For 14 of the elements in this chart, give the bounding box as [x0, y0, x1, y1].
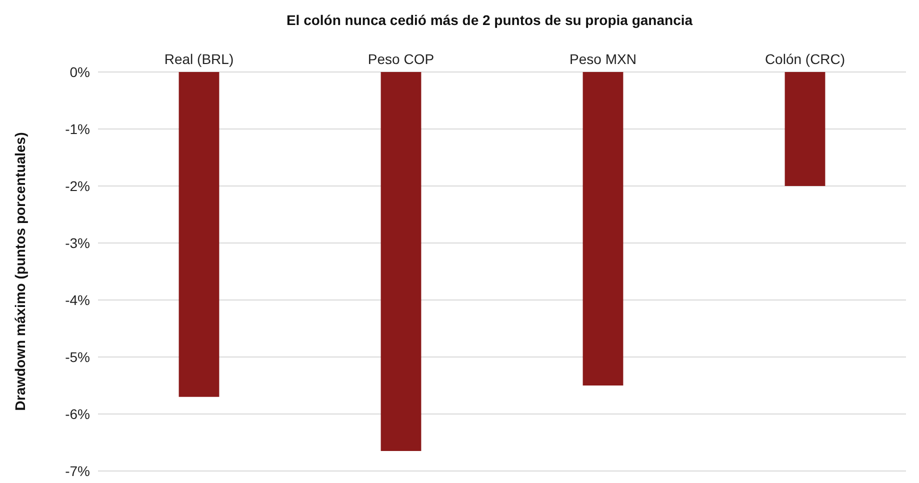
y-tick-label: -6%	[65, 406, 90, 422]
y-tick-label: -2%	[65, 178, 90, 194]
y-tick-label: -5%	[65, 348, 90, 365]
y-tick-label: -7%	[65, 462, 90, 479]
x-tick-label: Real (BRL)	[164, 51, 234, 67]
y-tick-label: 0%	[70, 64, 90, 80]
y-tick-label: -4%	[65, 292, 90, 308]
y-axis-title: Drawdown máximo (puntos porcentuales)	[12, 132, 28, 411]
chart-title: El colón nunca cedió más de 2 puntos de su propia ganancia	[285, 11, 694, 30]
x-tick-label: Colón (CRC)	[764, 51, 846, 67]
x-tick-label: Peso COP	[368, 51, 434, 67]
x-tick-label: Peso MXN	[570, 51, 636, 67]
y-tick-label: -1%	[65, 120, 90, 137]
y-tick-label: -3%	[65, 234, 90, 251]
